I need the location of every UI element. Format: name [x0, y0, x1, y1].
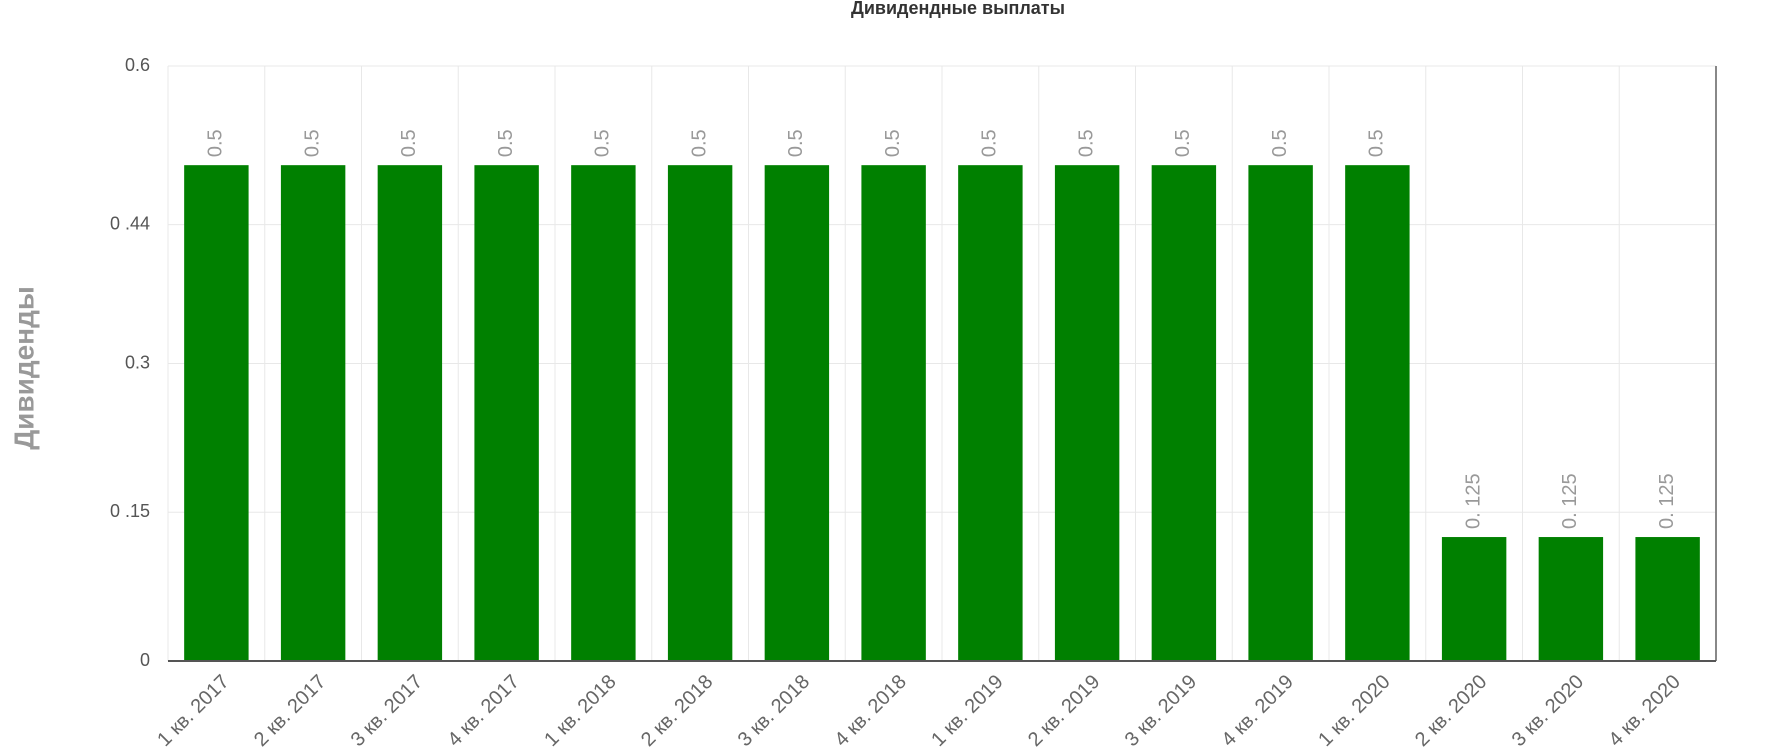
data-label: 0.5 [301, 129, 323, 157]
bar [1538, 537, 1604, 661]
bar [764, 165, 830, 661]
y-tick-label: 0 .44 [110, 213, 150, 233]
bar [1054, 165, 1120, 661]
x-tick-label: 2 кв. 2019 [1024, 671, 1104, 751]
bar [861, 165, 926, 661]
chart-title: Дивидендные выплаты [851, 0, 1065, 18]
x-tick-label: 3 кв. 2019 [1121, 671, 1201, 751]
data-label: 0.5 [592, 129, 614, 157]
x-tick-label: 4 кв. 2020 [1605, 671, 1685, 751]
x-tick-label: 1 кв. 2017 [153, 671, 233, 751]
y-tick-label: 0 .15 [110, 501, 150, 521]
y-axis-label: Дивиденды [8, 286, 39, 450]
bar [1635, 537, 1700, 661]
bar [1441, 537, 1507, 661]
x-tick-label: 3 кв. 2020 [1508, 671, 1588, 751]
bar [958, 165, 1023, 661]
x-tick-label: 2 кв. 2017 [250, 671, 330, 751]
bar [571, 165, 636, 661]
bar [474, 165, 539, 661]
y-tick-label: 0.6 [125, 55, 150, 75]
data-label: 0.5 [495, 129, 517, 157]
bar [280, 165, 346, 661]
data-label: 0. 125 [1656, 473, 1678, 529]
bar [1248, 165, 1313, 661]
x-tick-label: 1 кв. 2019 [927, 671, 1007, 751]
bar [184, 165, 249, 661]
data-label: 0. 125 [1559, 473, 1581, 529]
x-tick-label: 3 кв. 2017 [347, 671, 427, 751]
y-tick-label: 0 [140, 650, 150, 670]
x-tick-label: 3 кв. 2018 [734, 671, 814, 751]
data-label: 0.5 [1366, 129, 1388, 157]
data-label: 0.5 [1075, 129, 1097, 157]
x-tick-label: 2 кв. 2020 [1411, 671, 1491, 751]
data-label: 0. 125 [1462, 473, 1484, 529]
data-label: 0.5 [398, 129, 420, 157]
bar [1151, 165, 1217, 661]
data-label: 0.5 [882, 129, 904, 157]
y-tick-label: 0.3 [125, 352, 150, 372]
bar [1345, 165, 1410, 661]
x-tick-label: 2 кв. 2018 [637, 671, 717, 751]
data-label: 0.5 [205, 129, 227, 157]
x-tick-label: 4 кв. 2019 [1218, 671, 1298, 751]
x-tick-label: 4 кв. 2017 [444, 671, 524, 751]
data-label: 0.5 [785, 129, 807, 157]
x-tick-label: 1 кв. 2018 [540, 671, 620, 751]
bar [667, 165, 733, 661]
x-tick-label: 1 кв. 2020 [1314, 671, 1394, 751]
data-label: 0.5 [979, 129, 1001, 157]
data-label: 0.5 [1269, 129, 1291, 157]
x-tick-label: 4 кв. 2018 [831, 671, 911, 751]
data-label: 0.5 [688, 129, 710, 157]
data-label: 0.5 [1172, 129, 1194, 157]
bar [377, 165, 443, 661]
